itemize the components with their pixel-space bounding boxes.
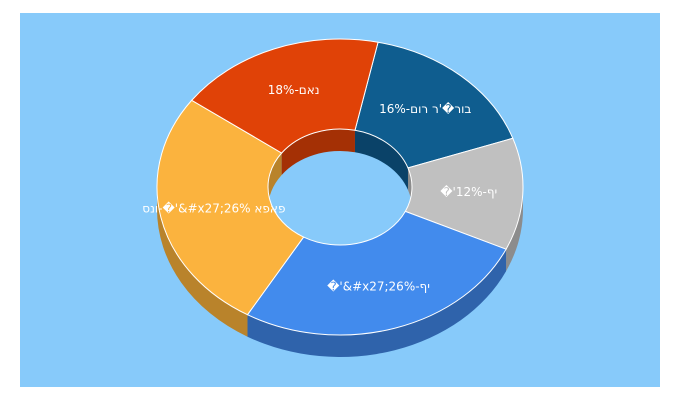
slice-4[interactable]	[190, 38, 379, 154]
slice-3[interactable]	[156, 99, 305, 316]
slice-inner-wall-4	[281, 129, 355, 176]
slice-inner-wall-0	[354, 130, 408, 190]
slice-inner-wall-3	[268, 153, 282, 209]
slice-label-3: ונס-�'&#x27;26% פאפא	[142, 201, 285, 215]
donut-chart: בור�'ר רום-16% �'יף-12% �'&#x27;יף-26% ונס-…	[20, 13, 660, 387]
slice-label-0: בור�'ר רום-16%	[379, 102, 471, 116]
slice-outer-wall-3	[157, 187, 248, 337]
donut-slices	[156, 38, 524, 336]
slice-label-1: �'יף-12%	[440, 185, 497, 199]
slice-1[interactable]	[404, 137, 524, 250]
slice-label-2: �'&#x27;יף-26%	[327, 279, 430, 293]
slice-outer-wall-2	[247, 249, 507, 357]
slice-outer-wall-1	[506, 187, 523, 272]
slice-0[interactable]	[354, 41, 514, 169]
donut-labels: בור�'ר רום-16% �'יף-12% �'&#x27;יף-26% ונס-…	[142, 83, 497, 294]
chart-panel: בור�'ר רום-16% �'יף-12% �'&#x27;יף-26% ונס-…	[20, 13, 660, 387]
slice-2[interactable]	[246, 210, 507, 336]
donut-sides	[157, 129, 523, 357]
slice-label-4: נאם-18%	[268, 83, 320, 97]
